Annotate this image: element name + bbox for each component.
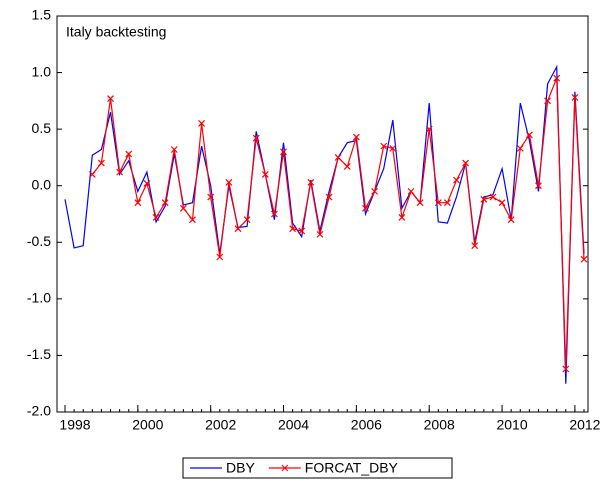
series-marker	[398, 213, 406, 221]
plot-frame	[56, 15, 589, 413]
series-marker	[371, 187, 379, 195]
series-marker	[407, 187, 415, 195]
x-tick-label: 2000	[132, 417, 163, 433]
series-marker	[107, 95, 114, 103]
series-marker	[170, 146, 178, 153]
series-marker	[334, 154, 342, 161]
series-marker	[325, 193, 333, 201]
chart-title: Italy backtesting	[66, 24, 166, 40]
series-marker	[216, 253, 224, 261]
x-tick-label: 2008	[424, 417, 455, 433]
series-line	[91, 77, 585, 370]
series-marker	[489, 193, 497, 201]
series-marker	[471, 242, 479, 250]
series-marker	[380, 142, 388, 150]
series-marker	[362, 204, 369, 212]
series-marker	[134, 199, 142, 207]
series-marker	[571, 94, 579, 101]
series-marker	[234, 225, 242, 233]
legend-marker	[281, 464, 289, 472]
series-marker	[580, 255, 588, 263]
y-tick-label: -1.5	[27, 346, 51, 362]
series-marker	[480, 195, 488, 203]
series-marker	[434, 199, 442, 207]
series-marker	[389, 144, 397, 152]
series-marker	[507, 216, 515, 224]
series-marker	[116, 168, 124, 176]
series-marker	[416, 199, 424, 207]
y-tick-label: 0.5	[32, 120, 52, 136]
y-tick-label: -1.0	[27, 290, 51, 306]
legend-label: FORCAT_DBY	[305, 460, 399, 476]
legend: DBY FORCAT_DBY	[182, 457, 453, 479]
y-tick-label: 1.5	[32, 7, 52, 23]
series-marker	[352, 133, 360, 141]
series-marker	[252, 134, 260, 142]
legend-box	[182, 457, 453, 479]
series-line	[64, 64, 585, 384]
series-marker	[298, 227, 306, 235]
series-marker	[125, 150, 133, 158]
series-marker	[544, 97, 552, 105]
series-marker	[261, 170, 269, 178]
series-marker	[562, 365, 570, 373]
y-tick-label: 0.0	[32, 176, 52, 192]
series-marker	[516, 144, 524, 152]
series-marker	[307, 178, 315, 186]
x-tick-label: 1998	[59, 417, 90, 433]
series-marker	[289, 225, 297, 233]
series-marker	[207, 193, 215, 201]
series-marker	[425, 125, 433, 133]
series-marker	[553, 74, 561, 82]
series-marker	[453, 176, 460, 184]
series-marker	[270, 210, 278, 218]
series-marker	[179, 204, 187, 212]
series-marker	[88, 170, 96, 178]
series-marker	[316, 230, 324, 238]
series-marker	[97, 159, 105, 167]
series-marker	[498, 199, 506, 207]
series-marker	[225, 178, 233, 186]
series-marker	[443, 199, 451, 207]
series-marker	[525, 131, 533, 139]
series-marker	[143, 180, 151, 187]
x-tick-label: 2010	[496, 417, 527, 433]
x-tick-label: 2012	[569, 417, 600, 433]
series-marker	[280, 148, 287, 156]
series-marker	[198, 120, 206, 127]
x-tick-label: 2002	[205, 417, 236, 433]
series-marker	[152, 213, 160, 221]
y-tick-label: 1.0	[32, 63, 52, 79]
series-marker	[161, 199, 169, 207]
series-marker	[535, 182, 542, 190]
x-tick-label: 2004	[278, 417, 309, 433]
y-tick-label: -0.5	[27, 233, 51, 249]
legend-label: DBY	[226, 460, 255, 476]
x-tick-label: 2006	[351, 417, 382, 433]
series-marker	[462, 159, 470, 167]
series-marker	[343, 163, 351, 170]
series-marker	[189, 216, 196, 224]
y-tick-label: -2.0	[27, 403, 51, 419]
series-marker	[243, 216, 251, 224]
